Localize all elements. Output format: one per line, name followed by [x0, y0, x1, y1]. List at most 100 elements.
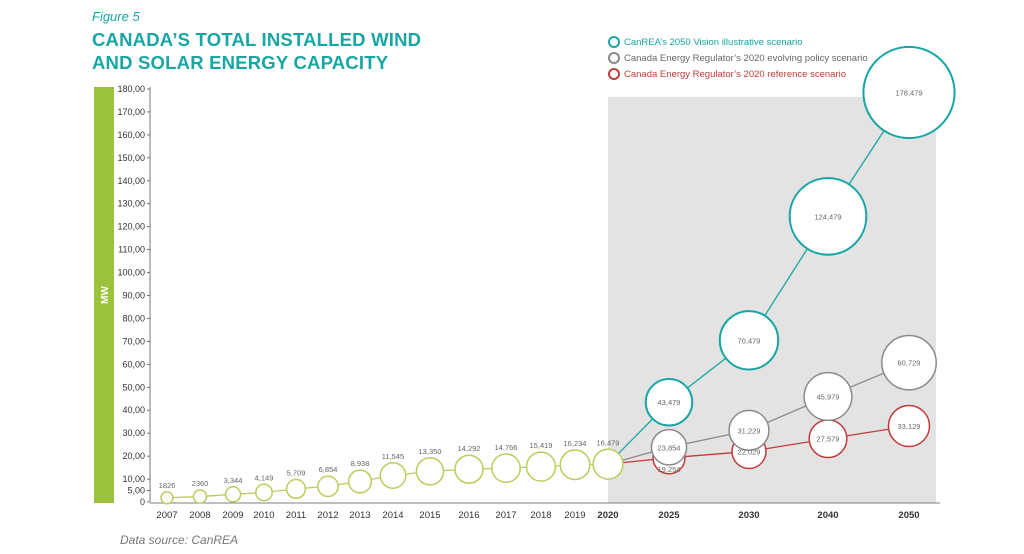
- historical-data-label: 4,149: [255, 473, 274, 482]
- historical-point: [347, 469, 373, 494]
- x-tick-label: 2017: [495, 510, 516, 521]
- legend-label-vision: CanREA’s 2050 Vision illustrative scenar…: [624, 36, 803, 48]
- series-point-vision: [862, 45, 956, 140]
- historical-data-label: 14,292: [458, 444, 481, 453]
- figure-label: Figure 5: [92, 9, 140, 24]
- historical-point: [491, 453, 521, 484]
- y-tick-label: 0: [140, 497, 145, 507]
- historical-point: [559, 449, 591, 481]
- y-tick-label: 100,00: [117, 268, 145, 278]
- historical-point: [317, 475, 339, 498]
- series-data-label-reference: 19,254: [658, 465, 681, 474]
- x-tick-label: 2016: [458, 510, 479, 521]
- series-point-reference: [887, 404, 931, 448]
- y-tick-label: 180,00: [117, 84, 145, 94]
- historical-data-label: 13,350: [419, 447, 442, 456]
- series-data-label-reference: 27,579: [817, 435, 840, 444]
- x-tick-label: 2011: [286, 510, 306, 521]
- historical-point: [592, 448, 624, 480]
- x-tick-label: 2008: [189, 510, 210, 521]
- x-tick-label: 2040: [817, 510, 838, 521]
- legend-swatch-vision: [608, 36, 620, 48]
- series-data-label-vision: 124,479: [814, 212, 841, 221]
- historical-point: [285, 478, 307, 500]
- legend-swatch-evolving: [608, 52, 620, 64]
- historical-point: [224, 486, 242, 503]
- y-tick-label: 10,00: [122, 474, 145, 484]
- historical-data-label: 1826: [159, 481, 176, 490]
- y-tick-label: 40,00: [122, 405, 145, 415]
- historical-data-label: 2360: [192, 479, 209, 488]
- x-tick-label: 2025: [658, 510, 680, 521]
- x-tick-label: 2019: [564, 510, 585, 521]
- series-point-evolving: [650, 428, 688, 466]
- series-data-label-evolving: 31,229: [738, 426, 761, 435]
- y-axis-label: MW: [100, 286, 111, 304]
- series-data-label-evolving: 23,854: [658, 443, 681, 452]
- historical-point: [525, 451, 557, 482]
- legend-swatch-reference: [608, 68, 620, 80]
- series-data-label-evolving: 45,979: [817, 393, 840, 402]
- series-point-vision: [644, 377, 694, 427]
- x-tick-label: 2010: [253, 510, 274, 521]
- historical-data-label: 8,938: [351, 459, 370, 468]
- data-source-note: Data source: CanREA: [120, 533, 239, 547]
- y-tick-label: 120,00: [117, 222, 145, 232]
- x-tick-label: 2020: [597, 510, 618, 521]
- chart-title-line-1: CANADA’S TOTAL INSTALLED WIND: [92, 29, 422, 50]
- y-tick-label: 60,00: [122, 359, 145, 369]
- historical-point: [192, 489, 208, 504]
- series-point-vision: [788, 177, 868, 256]
- historical-point: [379, 462, 407, 489]
- series-data-label-reference: 33,129: [898, 422, 921, 431]
- historical-data-label: 16,479: [597, 438, 620, 447]
- legend-label-reference: Canada Energy Regulator’s 2020 reference…: [624, 68, 846, 80]
- historical-data-label: 5,709: [287, 469, 306, 478]
- y-tick-label: 30,00: [122, 428, 145, 438]
- y-tick-label: 140,00: [117, 176, 145, 186]
- x-tick-label: 2030: [738, 510, 759, 521]
- x-tick-label: 2007: [156, 510, 177, 521]
- historical-point: [160, 491, 174, 505]
- y-tick-label: 5,00: [127, 486, 145, 496]
- x-tick-label: 2018: [530, 510, 551, 521]
- x-tick-label: 2012: [317, 510, 338, 521]
- y-tick-label: 170,00: [117, 107, 145, 117]
- x-tick-label: 2050: [898, 510, 919, 521]
- y-tick-label: 90,00: [122, 291, 145, 301]
- y-tick-label: 160,00: [117, 130, 145, 140]
- series-data-label-evolving: 60,729: [898, 359, 921, 368]
- historical-point: [454, 454, 484, 484]
- x-tick-label: 2009: [222, 510, 243, 521]
- historical-point: [255, 483, 273, 502]
- series-data-label-reference: 22,029: [738, 447, 761, 456]
- y-tick-label: 80,00: [122, 313, 145, 323]
- x-tick-label: 2013: [349, 510, 370, 521]
- historical-data-label: 15,419: [530, 441, 553, 450]
- x-tick-label: 2015: [419, 510, 440, 521]
- series-point-evolving: [803, 371, 853, 422]
- y-tick-label: 50,00: [122, 382, 145, 392]
- y-tick-label: 110,00: [118, 245, 145, 255]
- x-tick-label: 2014: [382, 510, 403, 521]
- chart-legend: CanREA’s 2050 Vision illustrative scenar…: [608, 34, 868, 82]
- y-axis-bar: [94, 87, 114, 503]
- historical-data-label: 11,545: [382, 452, 404, 461]
- y-tick-label: 130,00: [117, 199, 145, 209]
- historical-point: [415, 457, 445, 486]
- chart-title-line-2: AND SOLAR ENERGY CAPACITY: [92, 52, 389, 73]
- series-point-evolving: [881, 334, 937, 391]
- legend-item-reference: Canada Energy Regulator’s 2020 reference…: [608, 66, 868, 82]
- legend-item-evolving: Canada Energy Regulator’s 2020 evolving …: [608, 50, 868, 66]
- series-data-label-vision: 178,479: [895, 88, 922, 97]
- y-tick-label: 70,00: [122, 336, 145, 346]
- chart-title: CANADA’S TOTAL INSTALLED WIND AND SOLAR …: [92, 28, 472, 74]
- historical-data-label: 16,234: [564, 439, 587, 448]
- historical-data-label: 3,344: [224, 476, 243, 485]
- series-data-label-vision: 43,479: [658, 398, 681, 407]
- legend-item-vision: CanREA’s 2050 Vision illustrative scenar…: [608, 34, 868, 50]
- series-point-evolving: [728, 409, 770, 452]
- y-tick-label: 20,00: [122, 451, 145, 461]
- legend-label-evolving: Canada Energy Regulator’s 2020 evolving …: [624, 52, 868, 64]
- series-data-label-vision: 70,479: [738, 336, 761, 345]
